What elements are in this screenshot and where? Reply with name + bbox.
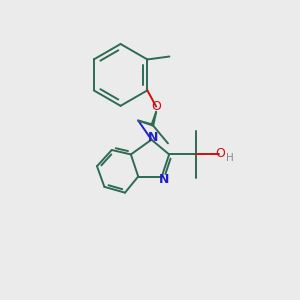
Text: O: O xyxy=(151,100,161,113)
Text: N: N xyxy=(159,173,169,186)
Text: H: H xyxy=(226,153,233,163)
Text: O: O xyxy=(216,147,226,160)
Text: N: N xyxy=(148,131,159,144)
